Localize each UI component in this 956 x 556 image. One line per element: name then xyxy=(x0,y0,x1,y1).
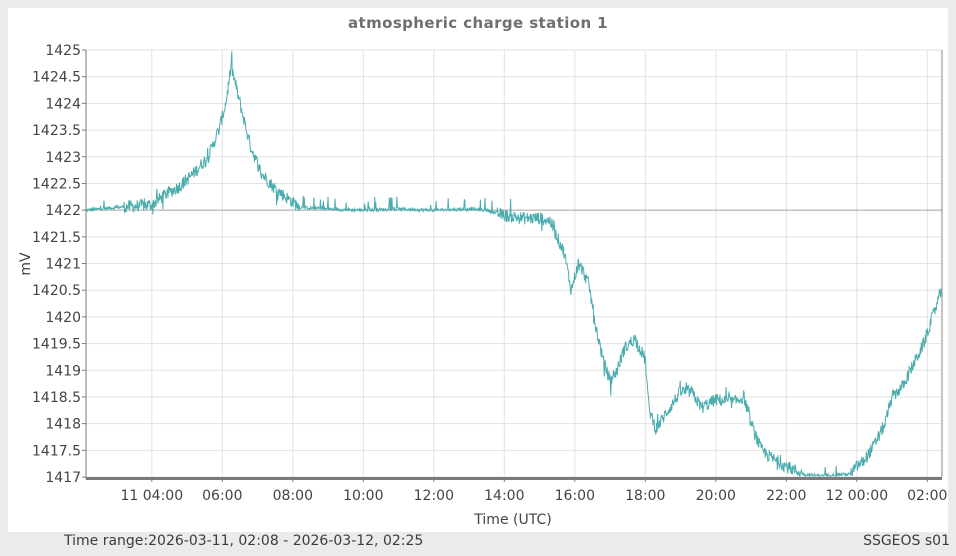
source-label: SSGEOS s01 xyxy=(863,533,950,549)
x-tick-label: 12:00 xyxy=(414,488,454,504)
x-tick-label: 12 00:00 xyxy=(825,488,888,504)
y-tick-label: 1422 xyxy=(45,203,81,219)
x-axis-ticks: 11 04:00 06:00 08:00 10:00 12:00 14:00 16:00 18… xyxy=(120,477,947,504)
y-tick-label: 1423.5 xyxy=(32,123,81,139)
y-axis-ticks: 1417 1417.5 1418 1418.5 1419 1419.5 1420 1420.5… xyxy=(32,43,86,486)
y-tick-label: 1424 xyxy=(45,96,81,112)
x-tick-label: 10:00 xyxy=(343,488,383,504)
data-series-line xyxy=(85,51,942,478)
y-tick-label: 1425 xyxy=(45,43,81,59)
y-tick-label: 1424.5 xyxy=(32,70,81,86)
y-tick-label: 1420 xyxy=(45,310,81,326)
y-tick-label: 1417 xyxy=(45,470,81,486)
x-tick-label: 08:00 xyxy=(273,488,313,504)
x-tick-label: 06:00 xyxy=(202,488,242,504)
x-tick-label: 11 04:00 xyxy=(120,488,183,504)
x-tick-label: 14:00 xyxy=(484,488,524,504)
x-tick-label: 02:00 xyxy=(907,488,947,504)
y-tick-label: 1417.5 xyxy=(32,443,81,459)
y-tick-label: 1421.5 xyxy=(32,230,81,246)
time-range-label: Time range:2026-03-11, 02:08 - 2026-03-1… xyxy=(64,533,424,549)
x-axis-title: Time (UTC) xyxy=(473,512,551,528)
chart-title: atmospheric charge station 1 xyxy=(348,14,608,32)
x-tick-label: 16:00 xyxy=(555,488,595,504)
y-tick-label: 1418.5 xyxy=(32,390,81,406)
x-tick-label: 22:00 xyxy=(766,488,806,504)
x-tick-label: 20:00 xyxy=(696,488,736,504)
gridlines xyxy=(86,49,942,478)
y-axis-title: mV xyxy=(18,252,34,276)
y-tick-label: 1419 xyxy=(45,363,81,379)
y-tick-label: 1420.5 xyxy=(32,283,81,299)
y-tick-label: 1423 xyxy=(45,150,81,166)
y-tick-label: 1418 xyxy=(45,417,81,433)
chart-panel xyxy=(8,8,948,532)
x-tick-label: 18:00 xyxy=(625,488,665,504)
y-tick-label: 1421 xyxy=(45,257,81,273)
y-tick-label: 1422.5 xyxy=(32,176,81,192)
y-tick-label: 1419.5 xyxy=(32,337,81,353)
axes xyxy=(85,50,943,480)
